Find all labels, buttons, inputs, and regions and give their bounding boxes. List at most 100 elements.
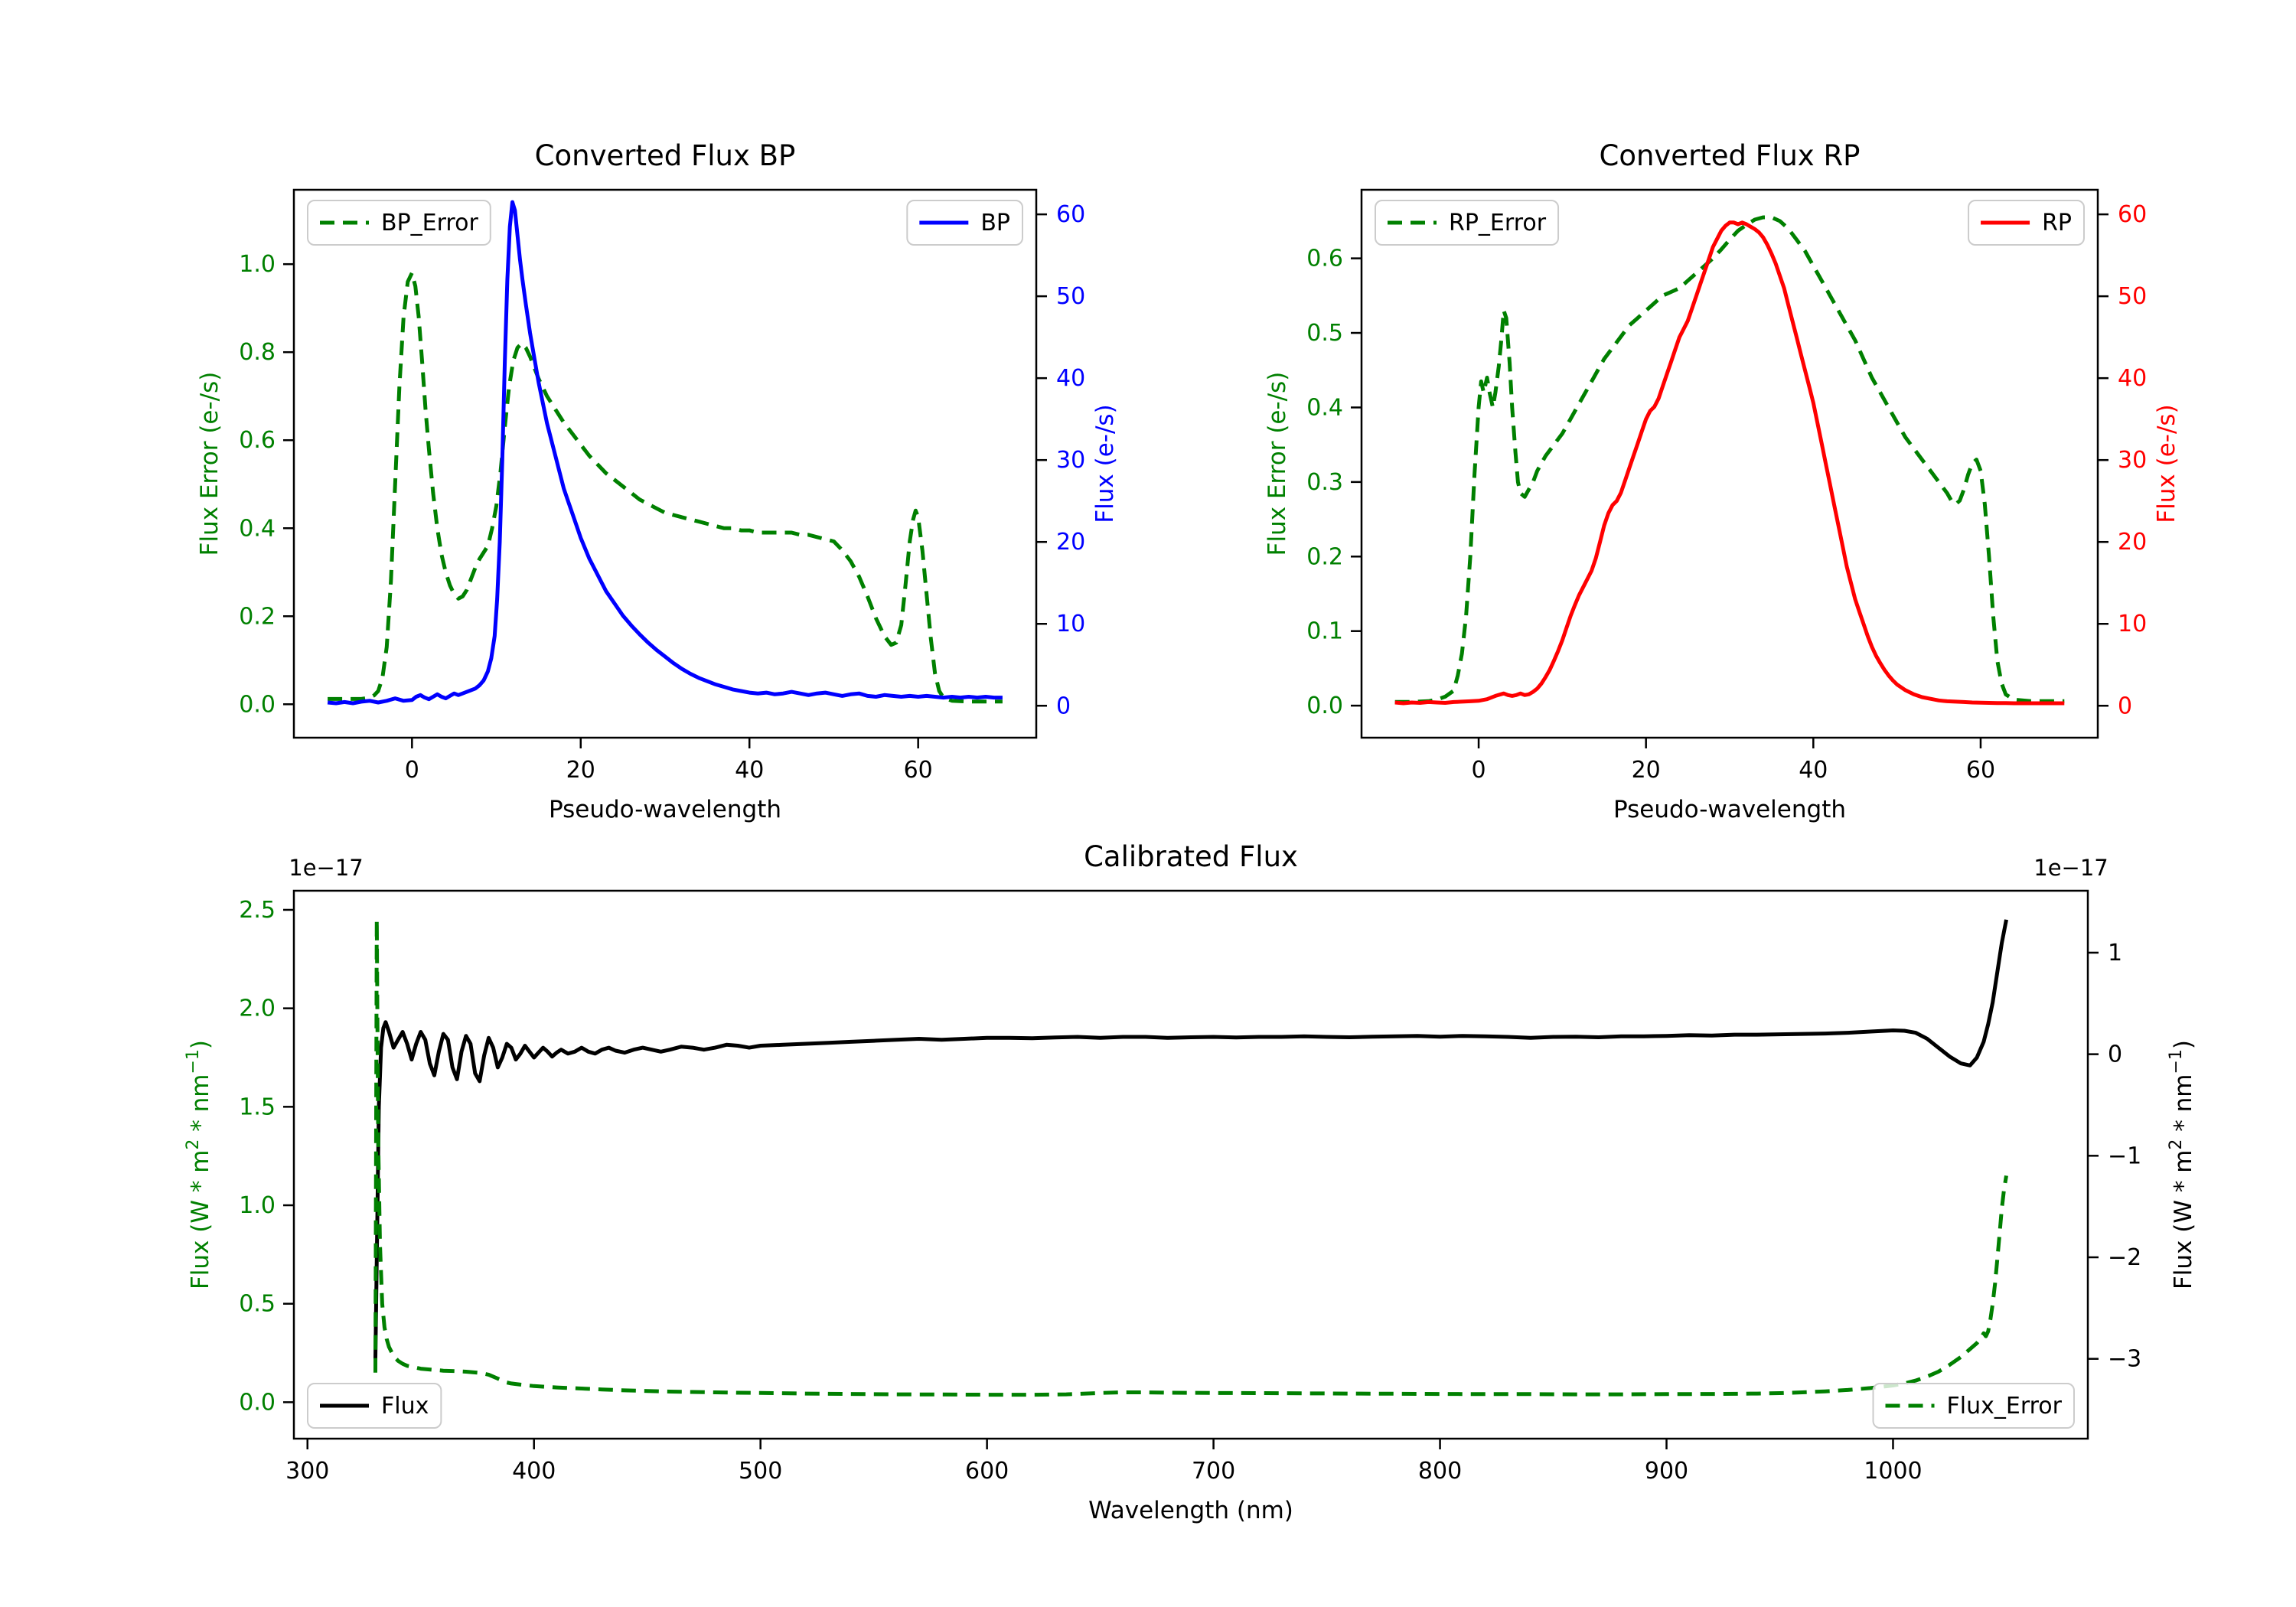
y-tick-label-left: 0.2: [1306, 543, 1343, 570]
axes-frame: [292, 889, 2089, 1440]
y-tick-label-right: 30: [1056, 447, 1085, 474]
legend-rp_error: RP_Error: [1375, 200, 1560, 246]
axes-frame: [1360, 188, 2099, 739]
legend-label: RP: [2042, 210, 2072, 236]
legend-label: Flux_Error: [1947, 1393, 2063, 1420]
chart-title: Converted Flux RP: [1599, 139, 1860, 172]
y-tick-label-right: 0: [2108, 1041, 2122, 1068]
left-axis-label: Flux Error (e-/s): [196, 372, 223, 556]
y-tick-label-left: 0.5: [1306, 320, 1343, 347]
series-flux-line: [373, 919, 2008, 1359]
legend-label: BP_Error: [381, 210, 478, 236]
x-axis-label: Pseudo-wavelength: [549, 796, 781, 823]
y-tick-label-left: 0.1: [1306, 618, 1343, 645]
x-tick-label: 600: [965, 1458, 1009, 1485]
y-tick-label-right: 40: [2118, 365, 2147, 392]
legend-frame: [307, 200, 491, 246]
y-tick-label-left: 1.0: [239, 1192, 276, 1219]
y-tick-label-right: 60: [2118, 201, 2147, 228]
chart-cal: 300 400 500 600 700 800 900 1000 0.0 0.5 1.0 1.5 2.0…: [184, 840, 2197, 1524]
x-tick-label: 0: [1471, 757, 1486, 784]
axes-frame: [292, 188, 1038, 739]
y-tick-label-right: 60: [1056, 201, 1085, 228]
y-tick-label-right: −1: [2108, 1143, 2141, 1169]
legend-label: BP: [980, 210, 1010, 236]
chart-title: Calibrated Flux: [1084, 840, 1298, 873]
legend-flux: Flux: [307, 1383, 442, 1429]
y-tick-label-right: 0: [2118, 693, 2132, 719]
y-tick-label-right: −3: [2108, 1346, 2141, 1373]
left-axis-label: Flux Error (e-/s): [1264, 372, 1291, 556]
legend-rp: RP: [1968, 200, 2085, 246]
y-tick-label-left: 1.5: [239, 1094, 276, 1120]
x-tick-label: 900: [1645, 1458, 1688, 1485]
y-tick-label-right: 10: [1056, 611, 1085, 637]
y-tick-label-left: 0.5: [239, 1291, 276, 1318]
series-group: [373, 918, 2008, 1397]
legend-frame: [1375, 200, 1560, 246]
right-axis-label: Flux (W * m2 * nm−1): [2167, 1040, 2197, 1289]
y-tick-label-left: 2.5: [239, 897, 276, 924]
series-bp_error-line: [328, 271, 1003, 704]
legend-frame: [307, 1383, 442, 1429]
y-tick-label-right: 0: [1056, 693, 1071, 719]
y-tick-label-left: 0.6: [1306, 246, 1343, 272]
y-tick-label-right: 40: [1056, 365, 1085, 392]
chart-title: Converted Flux BP: [535, 139, 796, 172]
legend-frame: [1872, 1383, 2075, 1429]
y-tick-label-left: 0.4: [239, 515, 276, 542]
legend-label: Flux: [381, 1393, 429, 1420]
x-tick-label: 500: [739, 1458, 782, 1485]
y-tick-label-left: 0.2: [239, 603, 276, 630]
y-tick-label-left: 0.6: [239, 427, 276, 454]
right-axis-label: Flux (e-/s): [2153, 404, 2180, 523]
x-tick-label: 300: [285, 1458, 329, 1485]
x-tick-label: 20: [1632, 757, 1661, 784]
chart-rp: 0 20 40 60 0.0 0.1 0.2 0.3 0.4 0.5 0.6 Flux Error (…: [1264, 139, 2180, 823]
x-tick-label: 700: [1192, 1458, 1235, 1485]
series-rp-line: [1394, 220, 2065, 706]
legend-bp_error: BP_Error: [307, 200, 491, 246]
y-tick-label-left: 2.0: [239, 996, 276, 1022]
y-tick-label-right: 20: [2118, 529, 2147, 556]
y-tick-label-right: 30: [2118, 447, 2147, 474]
left-axis-label: Flux (W * m2 * nm−1): [184, 1040, 214, 1289]
series-rp_error-line: [1394, 215, 2065, 704]
y-tick-label-right: −2: [2108, 1244, 2141, 1271]
series-group: [1394, 215, 2065, 706]
y-tick-label-left: 0.0: [239, 691, 276, 718]
y-tick-label-left: 0.3: [1306, 469, 1343, 496]
series-flux_error-line: [373, 918, 2008, 1397]
x-tick-label: 400: [512, 1458, 556, 1485]
x-tick-label: 1000: [1864, 1458, 1922, 1485]
legend-bp: BP: [906, 200, 1023, 246]
x-tick-label: 40: [1799, 757, 1828, 784]
y-tick-label-right: 1: [2108, 940, 2122, 966]
x-tick-label: 60: [1966, 757, 1995, 784]
legend-label: RP_Error: [1449, 210, 1547, 236]
right-axis-label: Flux (e-/s): [1091, 404, 1119, 523]
y-tick-label-left: 0.0: [1306, 693, 1343, 719]
x-axis-label: Pseudo-wavelength: [1613, 796, 1846, 823]
y-tick-label-left: 0.4: [1306, 394, 1343, 421]
x-tick-label: 800: [1418, 1458, 1462, 1485]
x-tick-label: 0: [405, 757, 419, 784]
y-tick-label-left: 1.0: [239, 251, 276, 278]
y-tick-label-right: 50: [1056, 283, 1085, 310]
y-tick-label-left: 0.8: [239, 339, 276, 366]
series-group: [327, 200, 1003, 706]
x-tick-label: 40: [735, 757, 764, 784]
y-tick-label-right: 50: [2118, 283, 2147, 310]
y-tick-label-right: 20: [1056, 529, 1085, 556]
chart-bp: 0 20 40 60 0.0 0.2 0.4 0.6 0.8 1.0 Flux Error (e-/…: [196, 139, 1119, 823]
left-offset-text: 1e−17: [289, 855, 364, 881]
y-tick-label-left: 0.0: [239, 1389, 276, 1416]
x-axis-label: Wavelength (nm): [1088, 1497, 1293, 1524]
y-tick-label-right: 10: [2118, 611, 2147, 637]
x-tick-label: 60: [904, 757, 933, 784]
right-offset-text: 1e−17: [2033, 855, 2108, 881]
series-bp-line: [327, 200, 1003, 706]
x-tick-label: 20: [566, 757, 595, 784]
legend-flux_error: Flux_Error: [1872, 1383, 2075, 1429]
